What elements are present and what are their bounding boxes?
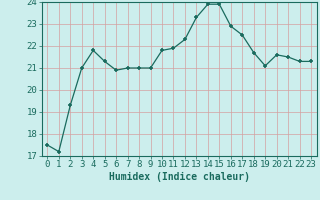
X-axis label: Humidex (Indice chaleur): Humidex (Indice chaleur) bbox=[109, 172, 250, 182]
